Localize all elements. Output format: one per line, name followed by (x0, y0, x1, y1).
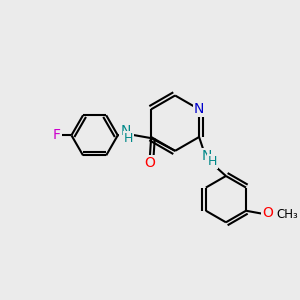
Text: H: H (124, 133, 133, 146)
Text: F: F (52, 128, 60, 142)
Text: N: N (194, 102, 204, 116)
Text: N: N (202, 149, 212, 163)
Text: O: O (262, 206, 273, 220)
Text: O: O (144, 156, 155, 170)
Text: H: H (208, 155, 217, 168)
Text: CH₃: CH₃ (276, 208, 298, 221)
Text: N: N (121, 124, 131, 137)
